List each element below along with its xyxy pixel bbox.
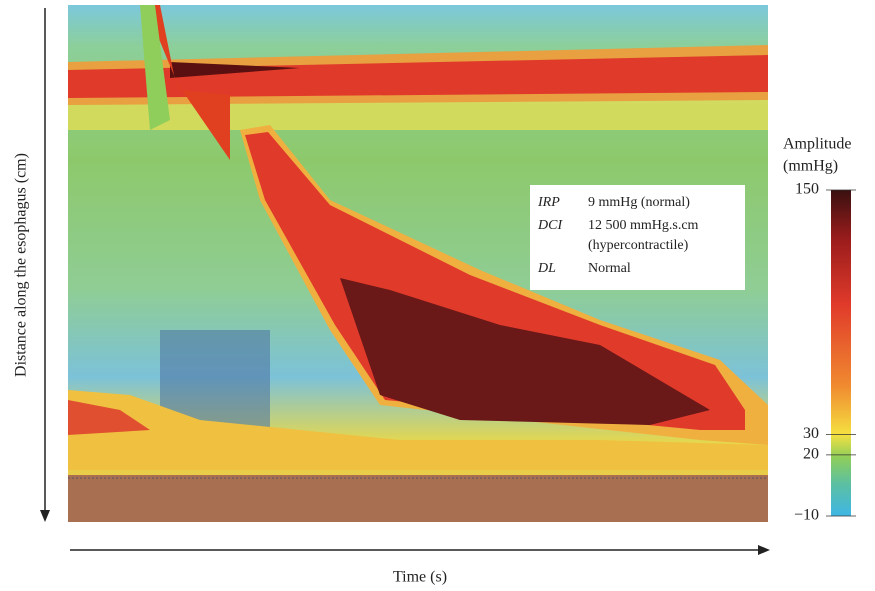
- annotation-box: IRP 9 mmHg (normal) DCI 12 500 mmHg.s.cm (hy…: [530, 185, 745, 290]
- heatmap: [68, 5, 768, 522]
- colorbar-gradient: [831, 190, 851, 516]
- annotation-term: DL: [537, 261, 556, 276]
- annotation-text: (hypercontractile): [588, 238, 689, 253]
- x-axis: Time (s): [70, 545, 770, 586]
- colorbar-tick-label: 30: [803, 425, 819, 442]
- colorbar-tick-label: −10: [794, 507, 819, 524]
- annotation-text: Normal: [588, 261, 631, 276]
- colorbar-title: (mmHg): [783, 158, 838, 175]
- annotation-text: 12 500 mmHg.s.cm: [588, 218, 699, 233]
- annotation-term: DCI: [537, 218, 563, 233]
- colorbar: Amplitude (mmHg) −10 20 30 150: [783, 136, 856, 524]
- colorbar-title: Amplitude: [783, 136, 851, 153]
- annotation-text: 9 mmHg (normal): [588, 195, 690, 210]
- y-axis-label: Distance along the esophagus (cm): [13, 153, 30, 377]
- colorbar-tick-label: 20: [803, 446, 819, 463]
- y-axis: Distance along the esophagus (cm): [13, 8, 50, 522]
- annotation-term: IRP: [537, 195, 560, 210]
- colorbar-tick-label: 150: [795, 181, 819, 198]
- x-axis-label: Time (s): [393, 569, 447, 586]
